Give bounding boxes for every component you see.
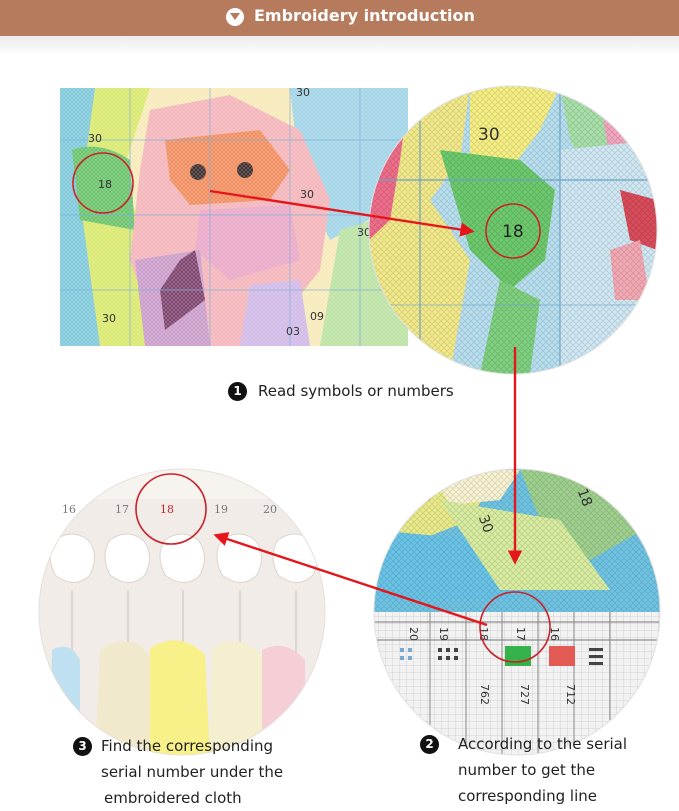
zoom-circle-one: 30 18 [368,85,658,375]
legend-number: 19 [437,627,450,641]
arrow-to-zoom [209,189,475,237]
section-header: Embroidery introduction [0,0,679,36]
preview-number: 30 [300,188,314,201]
step-caption-line: serial number under the [101,763,284,781]
header-shadow [0,36,679,56]
chevron-down-icon [226,8,244,26]
step-caption-line: corresponding line [458,787,597,805]
step-caption: Read symbols or numbers [258,382,454,400]
preview-number: 30 [102,312,116,325]
card-number-highlighted: 18 [160,503,174,516]
preview-number: 30 [88,132,102,145]
card-number: 19 [214,503,228,516]
step-caption-line: embroidered cloth [104,789,242,807]
legend-number: 17 [514,627,527,641]
zoom-number: 30 [475,513,496,535]
zoom-circle-two: 20 19 18 17 16 762 727 712 30 18 [373,468,661,756]
step-caption-line: According to the serial [458,735,628,753]
card-number: 16 [62,503,76,516]
legend-number: 20 [407,627,420,641]
step-number-badge: 2 [420,735,439,754]
legend-code: 712 [564,684,577,705]
zoom-number: 30 [478,125,500,145]
section-title: Embroidery introduction [254,6,475,25]
card-number: 17 [115,503,129,516]
zoom-number: 18 [502,222,524,242]
step-number-badge: 1 [228,382,247,401]
legend-number: 16 [548,627,561,641]
zoom-highlight-circle [485,203,541,259]
preview-number: 09 [310,310,324,323]
thread-card-circle: 16 17 18 19 20 [38,468,326,756]
legend-highlight-circle [479,591,551,663]
preview-number: 18 [98,178,112,191]
legend-code: 762 [478,684,491,705]
step-caption-line: number to get the [458,761,596,779]
legend-code: 727 [518,684,531,705]
step-number-badge: 3 [73,737,92,756]
card-number: 20 [263,503,277,516]
legend-number: 18 [477,627,490,641]
preview-number: 03 [286,325,300,338]
svg-text:18: 18 [574,487,595,509]
arrows [209,189,523,627]
preview-number: 30 [357,226,371,239]
card-highlight-circle [135,473,207,545]
highlight-circle [72,152,134,214]
cross-stitch-preview: 30 18 30 30 30 09 03 30 [60,86,408,346]
preview-number: 30 [296,86,310,99]
step-caption-line: Find the corresponding [101,737,274,755]
arrow-to-card [213,532,488,627]
